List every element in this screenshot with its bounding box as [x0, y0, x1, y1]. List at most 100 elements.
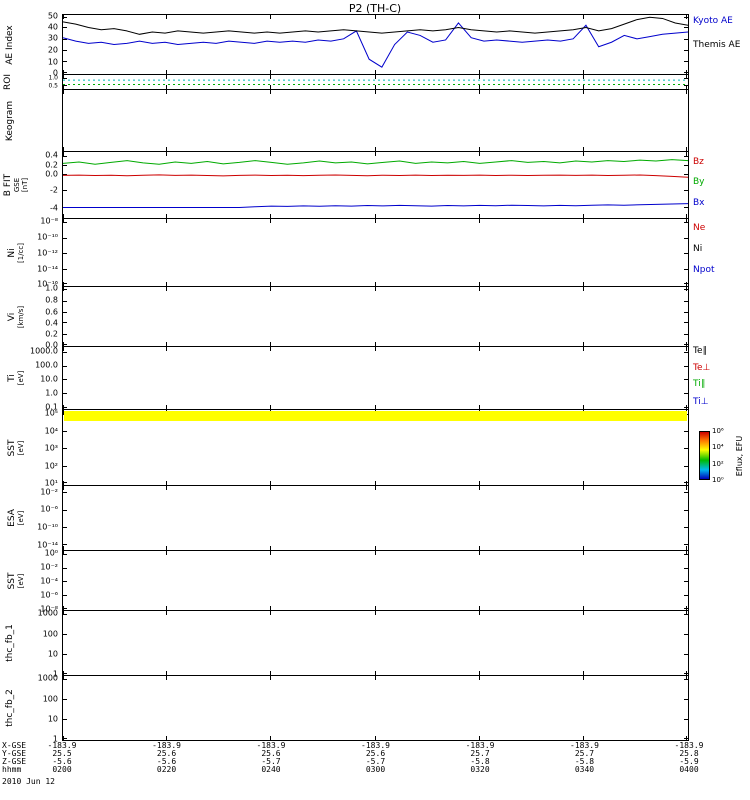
y-tick-mark [63, 16, 67, 18]
var-value: 0400 [679, 765, 699, 774]
x-tick-mark [478, 90, 480, 94]
y-tick-label-sst_e: 10⁻⁸ [40, 604, 58, 614]
y-tick-label-ni: 10⁻¹⁴ [37, 264, 58, 274]
x-tick-mark [166, 282, 168, 286]
var-value: 0300 [365, 765, 386, 774]
y-tick-mark [63, 190, 67, 192]
y-tick-mark [63, 653, 67, 655]
x-tick-mark [63, 90, 64, 94]
x-tick-mark [166, 671, 168, 675]
x-tick-mark [582, 15, 584, 19]
y-tick-mark [63, 237, 67, 239]
x-tick-mark [582, 70, 584, 74]
x-tick-mark [374, 671, 376, 675]
y-tick-label-ni: 10⁻⁸ [40, 216, 58, 226]
panel-fb1 [62, 610, 689, 676]
var-value: -183.9 [152, 741, 181, 750]
y-tick-label-ni: 10⁻¹² [37, 248, 58, 258]
y-axis-title-roi: ROI [3, 74, 13, 90]
panel-sst_e [62, 550, 689, 611]
panel-roi [62, 74, 689, 90]
x-tick-mark [686, 347, 687, 351]
var-value: 25.6 [156, 749, 177, 758]
y-tick-mark [63, 607, 67, 609]
y-tick-label-ni: 10⁻¹⁰ [37, 232, 58, 242]
y-tick-mark [63, 222, 67, 224]
y-tick-mark [63, 699, 67, 701]
y-tick-mark [63, 406, 67, 408]
y-tick-label-bfit: 0.0 [45, 169, 58, 179]
x-tick-mark [374, 606, 376, 610]
y-axis-title-line: Ni [7, 247, 17, 258]
x-tick-mark [686, 219, 687, 223]
x-tick-mark [374, 70, 376, 74]
y-tick-mark [63, 49, 67, 51]
y-tick-mark [63, 85, 67, 87]
x-tick-mark [270, 347, 272, 351]
y-tick-label-fb2: 1000 [37, 673, 58, 683]
series-bz [63, 175, 688, 177]
colorbar-title: Eflux, EFU [735, 435, 745, 476]
x-tick-mark [478, 551, 480, 555]
x-tick-mark [478, 736, 480, 740]
trace-label-by: By [693, 177, 705, 188]
x-tick-mark [270, 606, 272, 610]
colorbar-title-text: Eflux, EFU [735, 435, 744, 476]
y-tick-mark [63, 311, 67, 313]
x-tick-mark [374, 342, 376, 346]
x-tick-mark [63, 342, 64, 346]
x-tick-mark [166, 70, 168, 74]
panel-keogram [62, 89, 689, 152]
x-tick-mark [374, 676, 376, 680]
y-tick-mark [63, 614, 67, 616]
var-label-z-gse: Z-GSE [2, 757, 27, 766]
x-tick-mark [582, 75, 584, 79]
colorbar [699, 431, 710, 480]
y-tick-label-fb1: 1 [52, 669, 58, 679]
x-tick-mark [686, 676, 687, 680]
x-tick-mark [63, 481, 64, 485]
x-tick-mark [582, 676, 584, 680]
trace-label-npot: Npot [693, 264, 715, 275]
x-tick-mark [166, 342, 168, 346]
x-tick-mark [270, 405, 272, 409]
panel-sst_ions [62, 409, 689, 486]
y-axis-title-line: [km/s] [17, 305, 25, 328]
var-value: -183.9 [570, 741, 599, 750]
y-tick-label-fb2: 10 [47, 714, 58, 724]
y-tick-label-vi: 0.6 [45, 307, 58, 317]
y-tick-mark [684, 509, 688, 511]
y-axis-title-line: Keogram [5, 100, 15, 141]
y-axis-title-line: [eV] [17, 440, 25, 455]
y-tick-mark [684, 174, 688, 176]
x-tick-mark [63, 347, 64, 351]
y-tick-mark [684, 544, 688, 546]
y-tick-label-ti: 1000.0 [30, 346, 58, 356]
var-value: 25.6 [365, 749, 386, 758]
x-tick-mark [686, 70, 687, 74]
y-tick-mark [684, 567, 688, 569]
x-tick-mark [686, 671, 687, 675]
y-tick-mark [63, 634, 67, 636]
y-tick-mark [63, 431, 67, 432]
x-tick-mark [270, 15, 272, 19]
trace-label-te: Te⊥ [693, 362, 711, 373]
x-tick-mark [582, 611, 584, 615]
y-tick-label-sst_e: 10⁻⁴ [40, 576, 58, 586]
trace-label-ni: Ni [693, 244, 703, 255]
x-tick-mark [582, 219, 584, 223]
y-tick-mark [684, 614, 688, 616]
y-tick-mark [684, 699, 688, 701]
x-tick-mark [374, 282, 376, 286]
var-value: 25.7 [574, 749, 595, 758]
x-tick-mark [270, 736, 272, 740]
y-tick-label-fb1: 1000 [37, 608, 58, 618]
x-tick-mark [582, 486, 584, 490]
x-tick-mark [270, 219, 272, 223]
y-tick-label-bfit: -4 [50, 203, 58, 213]
x-tick-mark [166, 736, 168, 740]
x-tick-mark [686, 214, 687, 218]
trace-label-themisae: Themis AE [693, 39, 741, 50]
x-tick-mark [374, 736, 376, 740]
x-tick-mark [478, 152, 480, 156]
